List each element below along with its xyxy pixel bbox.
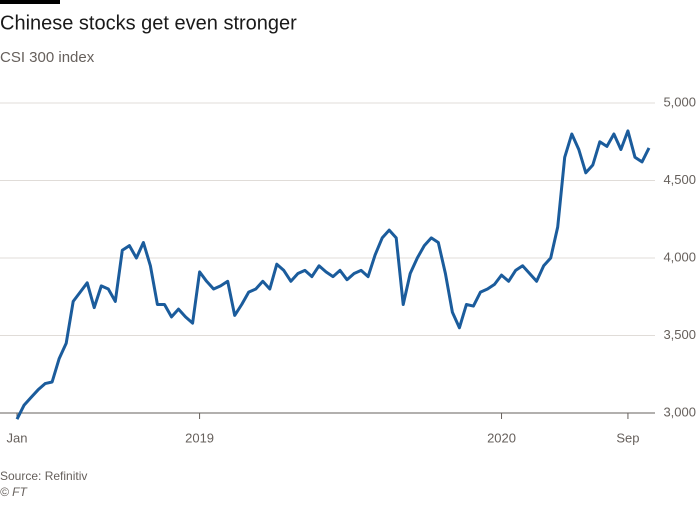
y-tick-label: 5,000 xyxy=(663,94,696,109)
y-tick-label: 4,500 xyxy=(663,172,696,187)
title-bar xyxy=(0,0,60,4)
x-tick-label: 2019 xyxy=(185,430,214,445)
line-series xyxy=(15,129,651,420)
chart-subtitle: CSI 300 index xyxy=(0,49,95,66)
chart-title: Chinese stocks get even stronger xyxy=(0,12,297,34)
y-tick-label: 3,000 xyxy=(663,404,696,419)
source: Source: Refinitiv xyxy=(0,469,87,483)
x-tick-label: 2020 xyxy=(487,430,516,445)
credit: © FT xyxy=(0,485,29,499)
y-tick-label: 3,500 xyxy=(663,327,696,342)
x-tick-label: Sep xyxy=(616,430,639,445)
y-tick-label: 4,000 xyxy=(663,249,696,264)
x-tick-label: Jan xyxy=(7,430,28,445)
